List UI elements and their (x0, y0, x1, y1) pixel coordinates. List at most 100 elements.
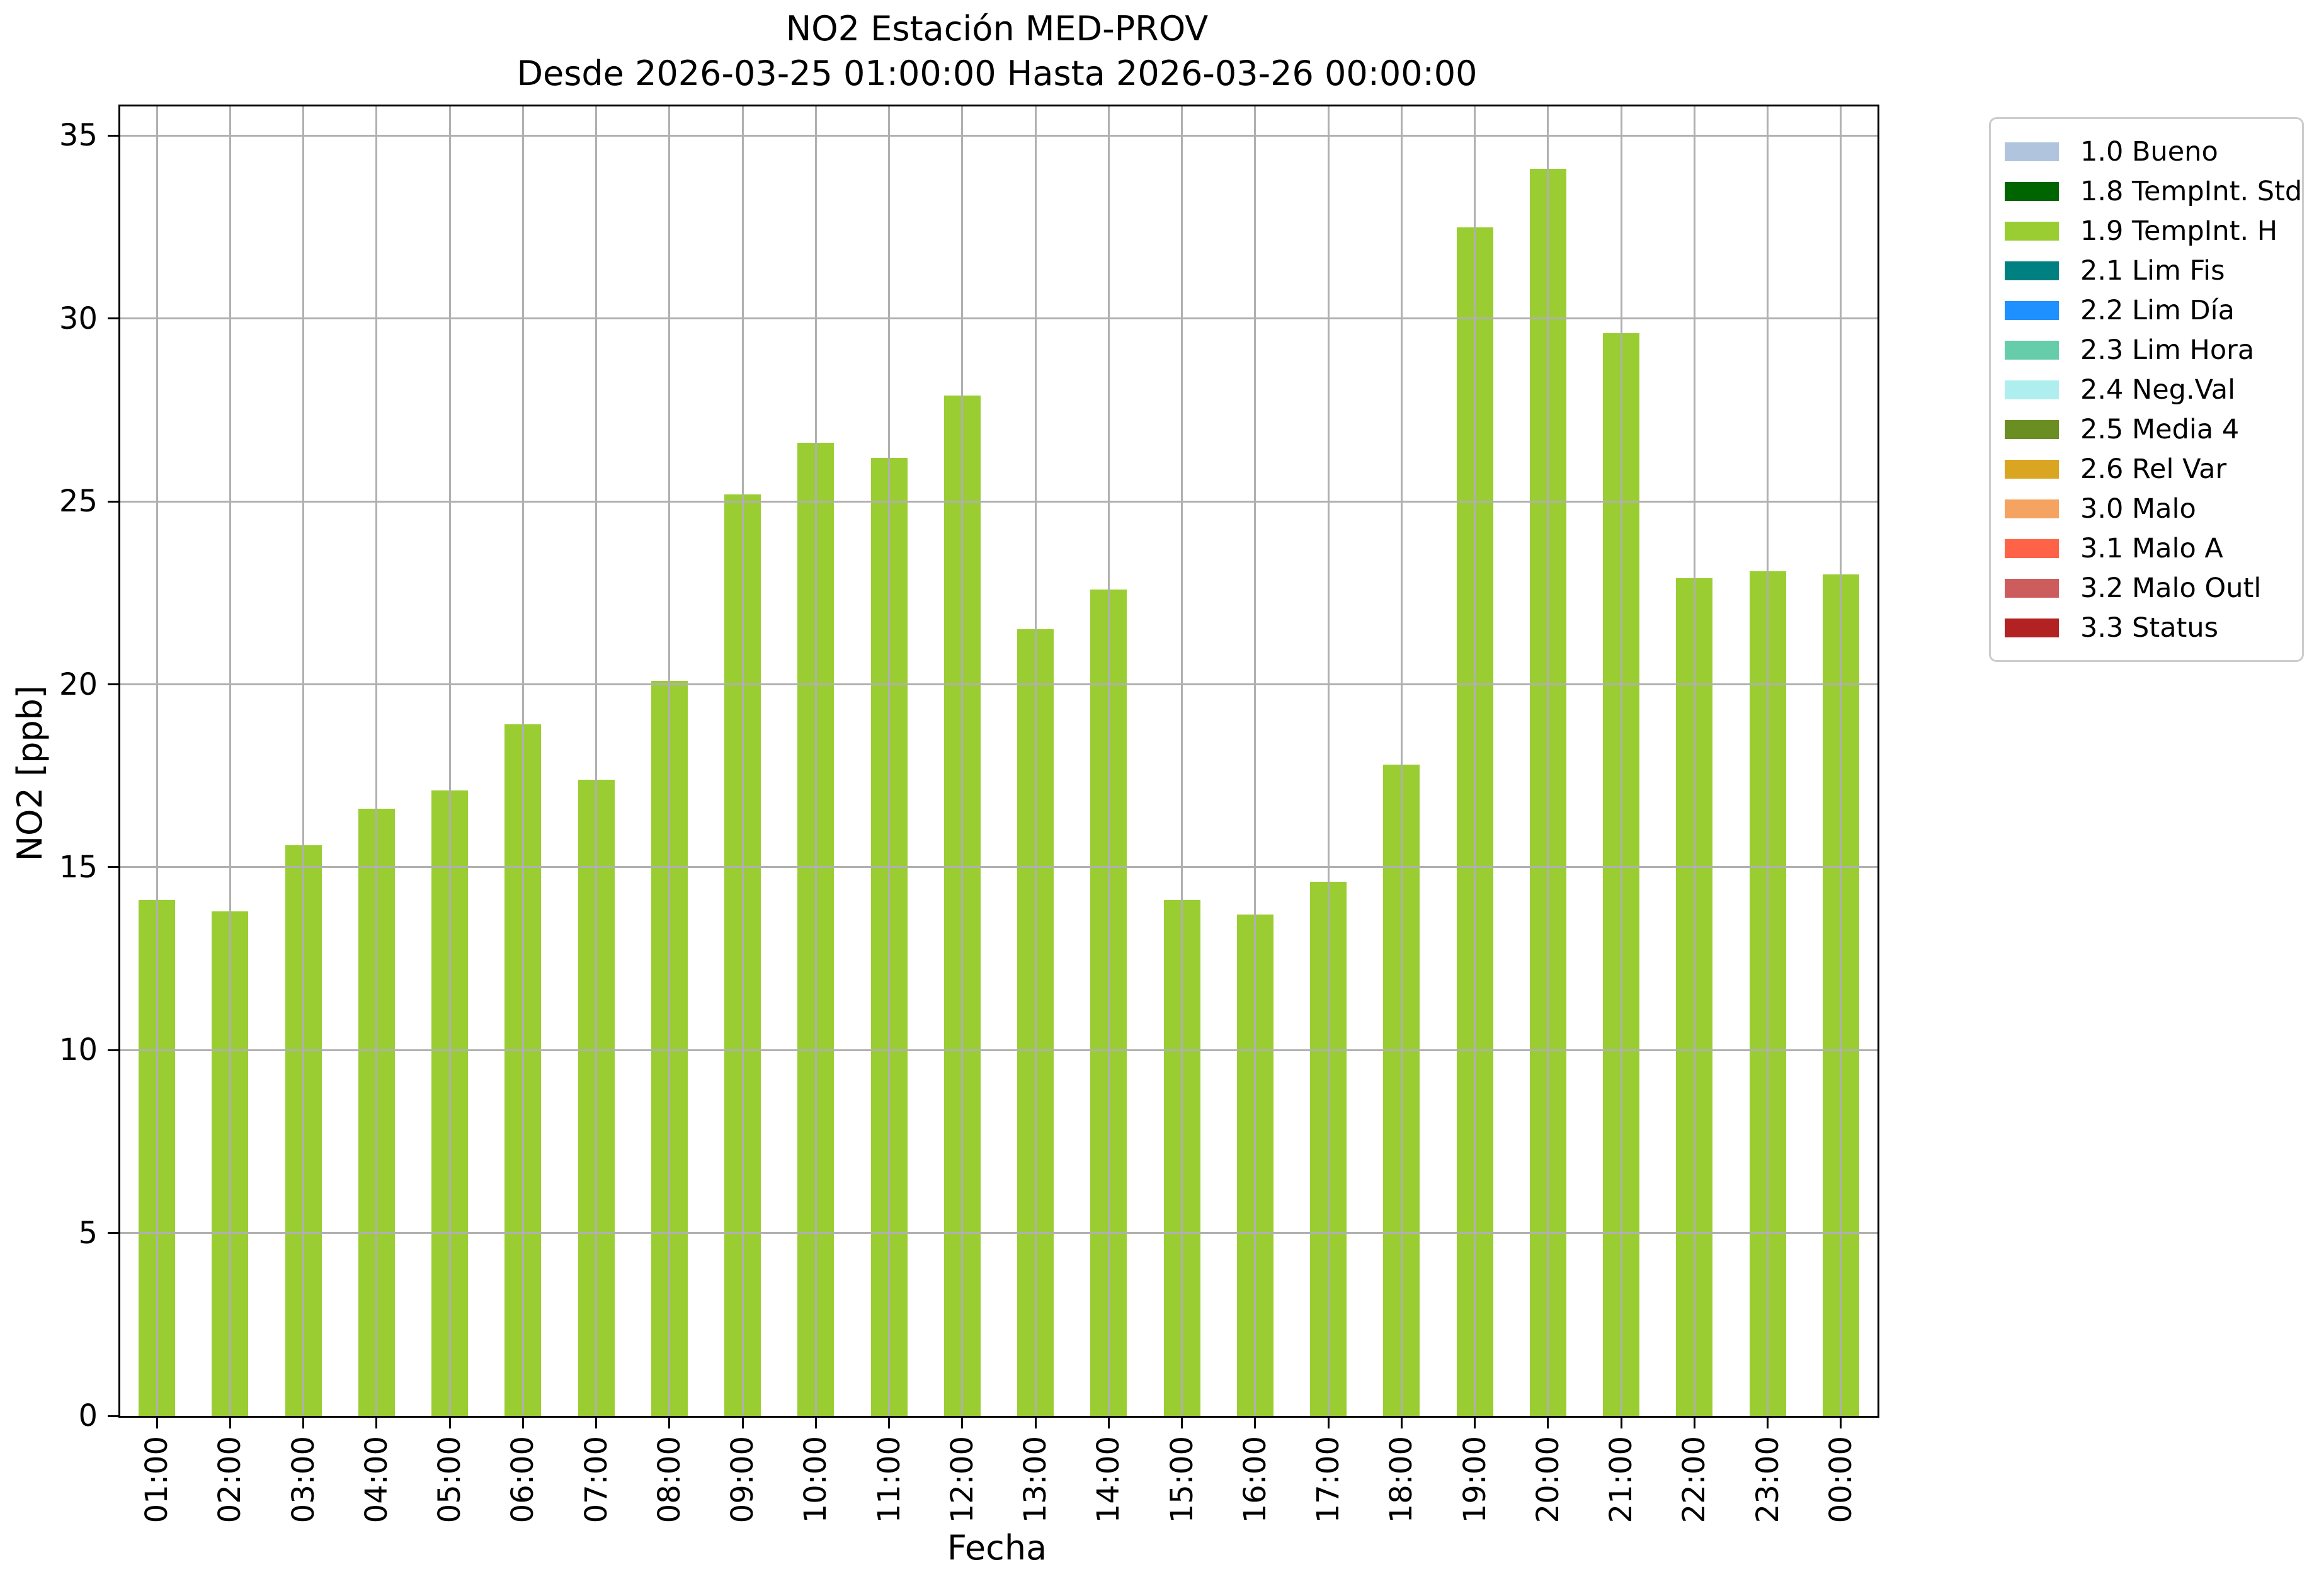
x-tick-label-20:00: 20:00 (1530, 1436, 1566, 1524)
legend-item: 3.1 Malo A (2005, 528, 2288, 568)
y-tick-label-15: 15 (59, 849, 98, 885)
y-tick-mark-15 (108, 866, 118, 869)
legend-label: 2.3 Lim Hora (2080, 334, 2255, 366)
legend: 1.0 Bueno 1.8 TempInt. Std 1.9 TempInt. H 2… (1989, 117, 2304, 662)
x-tick-label-00:00: 00:00 (1823, 1436, 1859, 1524)
v-gridline-07:00 (595, 106, 598, 1416)
legend-item: 2.4 Neg.Val (2005, 370, 2288, 409)
x-tick-label-21:00: 21:00 (1604, 1436, 1639, 1524)
legend-swatch (2005, 618, 2059, 637)
legend-item: 2.2 Lim Día (2005, 290, 2288, 330)
v-gridline-23:00 (1767, 106, 1769, 1416)
legend-label: 3.2 Malo Outl (2080, 572, 2262, 604)
v-gridline-13:00 (1034, 106, 1037, 1416)
x-tick-label-17:00: 17:00 (1311, 1436, 1347, 1524)
h-gridline-30 (120, 317, 1877, 320)
legend-item: 1.0 Bueno (2005, 132, 2288, 171)
legend-label: 3.3 Status (2080, 612, 2219, 644)
x-tick-mark-11:00 (888, 1418, 891, 1428)
v-gridline-00:00 (1840, 106, 1842, 1416)
x-tick-mark-14:00 (1107, 1418, 1110, 1428)
y-tick-label-35: 35 (59, 118, 98, 154)
x-tick-label-16:00: 16:00 (1237, 1436, 1273, 1524)
x-tick-mark-20:00 (1547, 1418, 1549, 1428)
h-gridline-5 (120, 1232, 1877, 1234)
y-tick-mark-25 (108, 500, 118, 503)
chart-title: NO2 Estación MED-PROV (785, 9, 1209, 48)
legend-swatch (2005, 142, 2059, 161)
y-tick-label-0: 0 (78, 1398, 98, 1434)
v-gridline-10:00 (814, 106, 817, 1416)
legend-item: 3.2 Malo Outl (2005, 568, 2288, 608)
x-tick-mark-23:00 (1767, 1418, 1769, 1428)
y-tick-mark-0 (108, 1415, 118, 1417)
x-tick-mark-05:00 (448, 1418, 451, 1428)
v-gridline-12:00 (961, 106, 964, 1416)
y-tick-mark-5 (108, 1232, 118, 1234)
v-gridline-02:00 (229, 106, 231, 1416)
y-tick-label-25: 25 (59, 484, 98, 520)
legend-swatch (2005, 221, 2059, 241)
legend-swatch (2005, 459, 2059, 479)
y-tick-label-30: 30 (59, 300, 98, 336)
v-gridline-22:00 (1693, 106, 1695, 1416)
v-gridline-11:00 (888, 106, 891, 1416)
x-tick-label-12:00: 12:00 (944, 1436, 980, 1524)
x-tick-label-15:00: 15:00 (1164, 1436, 1200, 1524)
x-tick-mark-19:00 (1474, 1418, 1476, 1428)
x-tick-mark-13:00 (1034, 1418, 1037, 1428)
legend-swatch (2005, 539, 2059, 558)
v-gridline-18:00 (1400, 106, 1403, 1416)
legend-item: 1.9 TempInt. H (2005, 211, 2288, 251)
v-gridline-09:00 (741, 106, 744, 1416)
legend-label: 1.8 TempInt. Std (2080, 175, 2303, 207)
v-gridline-01:00 (156, 106, 158, 1416)
legend-label: 2.4 Neg.Val (2080, 373, 2236, 406)
legend-label: 1.9 TempInt. H (2080, 215, 2278, 247)
x-tick-label-02:00: 02:00 (212, 1436, 248, 1524)
x-tick-mark-10:00 (814, 1418, 817, 1428)
x-tick-label-05:00: 05:00 (432, 1436, 468, 1524)
x-tick-mark-12:00 (961, 1418, 964, 1428)
v-gridline-15:00 (1181, 106, 1183, 1416)
y-tick-label-20: 20 (59, 666, 98, 702)
x-tick-label-10:00: 10:00 (798, 1436, 834, 1524)
legend-swatch (2005, 499, 2059, 518)
x-tick-label-18:00: 18:00 (1384, 1436, 1420, 1524)
x-tick-mark-00:00 (1840, 1418, 1842, 1428)
x-tick-label-07:00: 07:00 (578, 1436, 614, 1524)
legend-item: 1.8 TempInt. Std (2005, 171, 2302, 211)
x-tick-label-03:00: 03:00 (285, 1436, 321, 1524)
legend-swatch (2005, 300, 2059, 320)
x-tick-label-19:00: 19:00 (1457, 1436, 1493, 1524)
legend-swatch (2005, 578, 2059, 598)
x-tick-mark-06:00 (521, 1418, 524, 1428)
x-tick-label-11:00: 11:00 (871, 1436, 907, 1524)
x-tick-mark-01:00 (156, 1418, 158, 1428)
legend-swatch (2005, 340, 2059, 360)
x-tick-mark-21:00 (1620, 1418, 1622, 1428)
x-tick-label-04:00: 04:00 (358, 1436, 394, 1524)
x-tick-label-13:00: 13:00 (1018, 1436, 1054, 1524)
v-gridline-06:00 (521, 106, 524, 1416)
v-gridline-16:00 (1254, 106, 1256, 1416)
v-gridline-19:00 (1474, 106, 1476, 1416)
y-axis-label: NO2 [ppb] (10, 685, 50, 862)
v-gridline-21:00 (1620, 106, 1622, 1416)
legend-label: 2.5 Media 4 (2080, 413, 2240, 445)
y-tick-mark-30 (108, 317, 118, 320)
v-gridline-04:00 (375, 106, 378, 1416)
h-gridline-15 (120, 866, 1877, 869)
legend-label: 3.0 Malo (2080, 493, 2196, 525)
x-tick-mark-15:00 (1181, 1418, 1183, 1428)
legend-label: 2.6 Rel Var (2080, 453, 2227, 485)
v-gridline-03:00 (302, 106, 305, 1416)
x-tick-mark-16:00 (1254, 1418, 1256, 1428)
v-gridline-14:00 (1107, 106, 1110, 1416)
x-tick-label-01:00: 01:00 (139, 1436, 175, 1524)
y-tick-mark-35 (108, 134, 118, 137)
x-tick-label-14:00: 14:00 (1091, 1436, 1127, 1524)
y-tick-label-5: 5 (78, 1215, 98, 1251)
legend-item: 2.5 Media 4 (2005, 409, 2288, 449)
x-tick-label-22:00: 22:00 (1677, 1436, 1712, 1524)
